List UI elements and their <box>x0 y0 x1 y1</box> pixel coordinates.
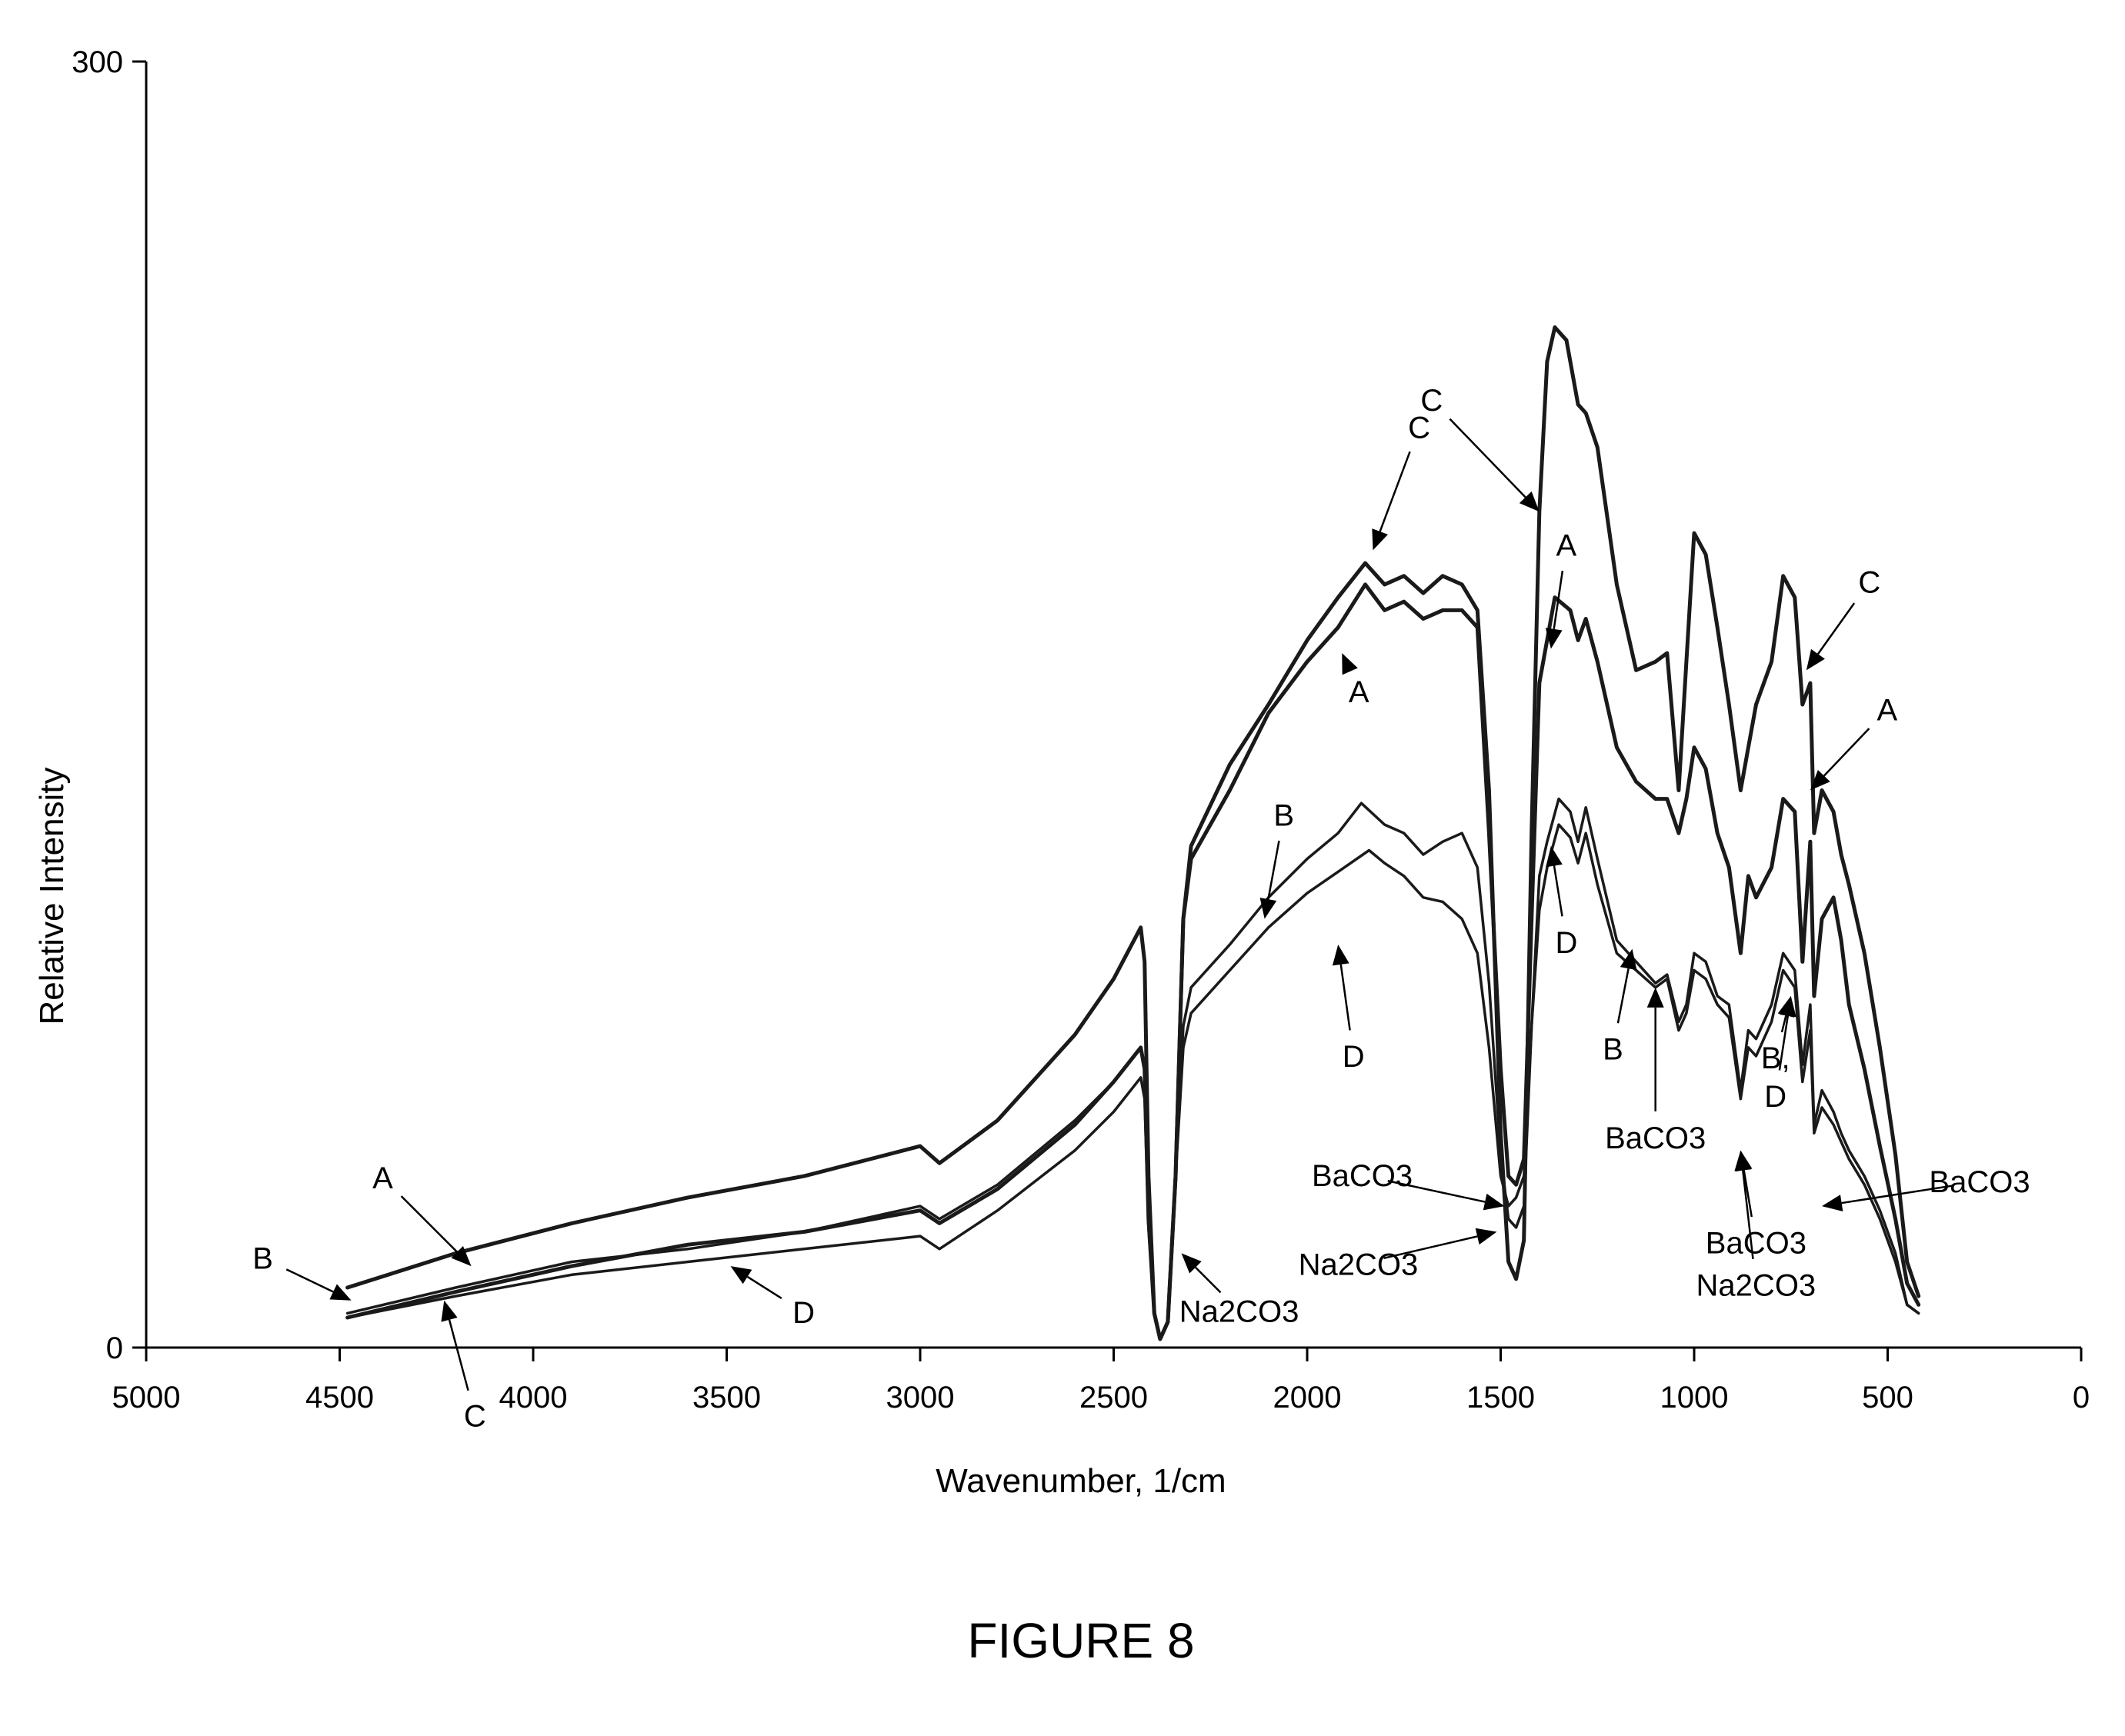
annotation-label: C <box>1858 565 1880 599</box>
annotation-arrowhead <box>1333 945 1349 965</box>
annotation-arrow <box>1554 866 1563 917</box>
annotation-label: B <box>252 1242 273 1276</box>
x-tick-label: 500 <box>1862 1381 1913 1414</box>
annotation: Na2CO3 <box>1299 1228 1497 1282</box>
annotation-label: B, <box>1761 1041 1790 1075</box>
figure-caption: FIGURE 8 <box>967 1613 1194 1668</box>
annotation: BaCO3 <box>1312 1159 1505 1210</box>
annotation-arrow <box>449 1320 469 1391</box>
annotation: C <box>1420 384 1539 511</box>
annotation-arrowhead <box>1546 846 1563 867</box>
annotation-arrowhead <box>1780 996 1796 1017</box>
annotation-arrowhead <box>1483 1194 1505 1211</box>
annotation-arrowhead <box>1342 653 1358 675</box>
annotation-arrowhead <box>1372 528 1388 550</box>
x-tick-label: 2000 <box>1273 1381 1342 1414</box>
annotation: BaCO3 <box>1706 1151 1806 1261</box>
series-line-b <box>348 799 1919 1339</box>
annotation-label: A <box>372 1161 393 1195</box>
annotation-arrowhead <box>1806 649 1825 671</box>
annotation-label: B <box>1603 1033 1623 1067</box>
annotation: A <box>1342 653 1369 709</box>
annotation-label: D <box>792 1296 815 1330</box>
x-tick-label: 4000 <box>499 1381 568 1414</box>
annotation-label: Na2CO3 <box>1696 1269 1816 1303</box>
x-tick-label: 2500 <box>1079 1381 1148 1414</box>
annotation-arrow <box>1196 1268 1221 1293</box>
x-tick-label: 3500 <box>692 1381 761 1414</box>
annotation-label: BaCO3 <box>1929 1165 2030 1199</box>
plot-series <box>348 328 1919 1339</box>
annotation-arrowhead <box>441 1301 457 1322</box>
annotation-label: D <box>1764 1080 1786 1114</box>
annotation: B <box>1603 949 1636 1067</box>
annotation-label: BaCO3 <box>1312 1159 1413 1193</box>
annotation-arrowhead <box>1476 1228 1497 1245</box>
annotation: D <box>1333 945 1365 1074</box>
annotation-label: A <box>1556 529 1577 563</box>
annotation-arrow <box>1618 968 1629 1023</box>
annotation: D <box>731 1266 815 1330</box>
annotation-label: BaCO3 <box>1605 1121 1706 1155</box>
annotation-label: D <box>1555 926 1577 960</box>
annotation-arrowhead <box>1647 988 1664 1008</box>
annotation-arrow <box>1380 451 1410 531</box>
annotation-label: C <box>1420 384 1443 418</box>
x-tick-label: 0 <box>2073 1381 2090 1414</box>
x-tick-label: 3000 <box>886 1381 955 1414</box>
x-ticks: 5000450040003500300025002000150010005000 <box>112 1348 2090 1414</box>
annotation-arrow <box>286 1269 333 1291</box>
annotation: B <box>1260 799 1294 919</box>
annotation-arrow <box>1824 728 1870 776</box>
y-ticks: 300 0 <box>72 45 146 1365</box>
x-tick-label: 5000 <box>112 1381 181 1414</box>
annotation-label: A <box>1877 693 1898 727</box>
annotation-arrow <box>402 1196 458 1252</box>
annotation: BaCO3 <box>1822 1165 2030 1211</box>
x-tick-label: 4500 <box>305 1381 374 1414</box>
annotation-label: B <box>1273 799 1294 833</box>
annotation-arrowhead <box>1734 1151 1751 1171</box>
y-axis-title: Relative Intensity <box>33 767 71 1025</box>
annotation: D <box>1546 846 1577 960</box>
series-line-c <box>348 328 1919 1339</box>
annotation-arrow <box>1341 965 1350 1031</box>
x-tick-label: 1000 <box>1660 1381 1729 1414</box>
annotation-label: Na2CO3 <box>1179 1295 1299 1328</box>
annotation-arrow <box>1818 603 1854 654</box>
annotation: C <box>1372 411 1430 550</box>
annotation-arrowhead <box>731 1266 752 1284</box>
y-tick-label: 0 <box>106 1331 123 1365</box>
annotation-label: D <box>1343 1040 1365 1074</box>
annotation-label: Na2CO3 <box>1299 1248 1419 1282</box>
annotation-arrow <box>1449 419 1525 498</box>
annotation-label: A <box>1349 675 1369 709</box>
annotation-arrowhead <box>1822 1195 1843 1211</box>
annotation: B <box>252 1242 351 1301</box>
annotation: Na2CO3 <box>1179 1253 1299 1328</box>
axes: 5000450040003500300025002000150010005000… <box>72 45 2090 1414</box>
annotation: A <box>372 1161 471 1266</box>
annotation-label: BaCO3 <box>1706 1227 1806 1261</box>
y-tick-label: 300 <box>72 45 123 79</box>
annotation-label: C <box>464 1400 486 1434</box>
x-tick-label: 1500 <box>1466 1381 1535 1414</box>
annotation-arrowhead <box>1260 898 1277 919</box>
annotation: A <box>1546 529 1577 649</box>
annotation-arrow <box>748 1277 782 1298</box>
x-axis-title: Wavenumber, 1/cm <box>936 1462 1226 1500</box>
annotation: A <box>1810 693 1898 790</box>
annotation: C <box>1806 565 1880 670</box>
annotation: C <box>441 1301 485 1434</box>
